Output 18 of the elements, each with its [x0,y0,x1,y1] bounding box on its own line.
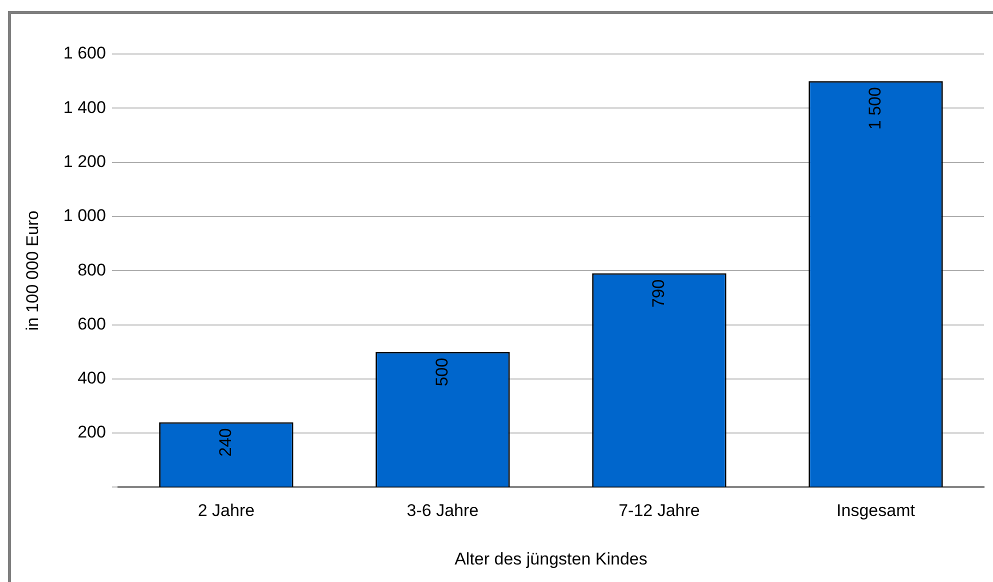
x-tick-label: 2 Jahre [198,501,255,520]
y-tick-label: 1 000 [63,206,106,226]
data-label: 1 500 [865,87,884,130]
y-tick-label: 400 [78,368,106,388]
y-tick-label: 1 200 [63,152,106,171]
y-tick-label: 800 [78,260,106,280]
data-label: 500 [432,358,452,386]
x-tick-label: 3-6 Jahre [406,501,479,520]
y-tick-label: 1 600 [63,44,106,63]
y-axis-title: in 100 000 Euro [22,210,42,331]
x-tick-label: Insgesamt [836,501,916,520]
data-label: 790 [648,279,668,308]
x-axis-title: Alter des jüngsten Kindes [454,549,648,568]
y-tick-label: 200 [78,422,106,442]
x-tick-label: 7-12 Jahre [618,501,700,520]
y-tick-label: 1 400 [63,98,106,117]
y-tick-label: 600 [78,314,106,334]
data-label: 240 [216,428,235,457]
